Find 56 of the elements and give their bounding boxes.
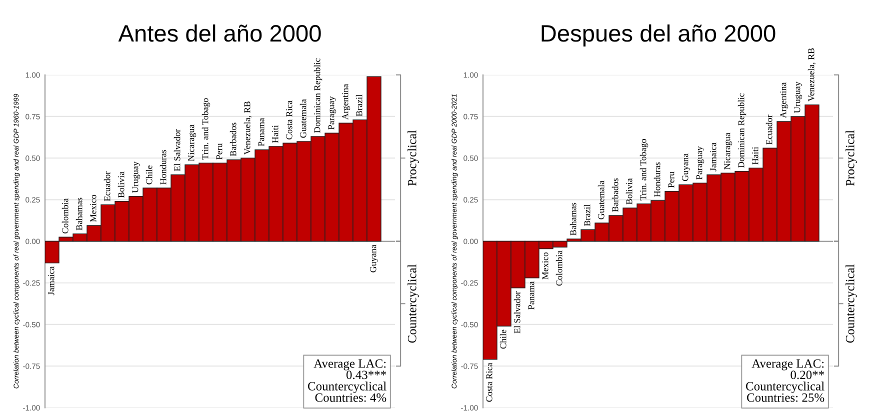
x-tick-label: Paraguay — [696, 146, 704, 180]
x-tick-label: Brazil — [584, 204, 590, 226]
x-tick-label: Argentina — [780, 82, 788, 118]
x-tick-label: Dominican Republic — [738, 93, 746, 168]
chart-title: Despues del año 2000 — [542, 24, 776, 46]
x-tick-label: Haiti — [272, 125, 278, 143]
x-tick-label: Honduras — [654, 162, 660, 197]
x-tick-label: Barbados — [612, 178, 618, 212]
x-tick-label: Costa Rica — [286, 100, 292, 140]
x-tick-label: Barbados — [230, 122, 236, 156]
x-tick-label: Venezuela, RB — [808, 48, 816, 102]
x-tick-label: Guyana — [370, 244, 378, 272]
x-tick-label: Guyana — [682, 153, 690, 182]
x-tick-label: Bolivia — [626, 178, 632, 204]
x-tick-label: Peru — [668, 172, 674, 188]
x-tick-label: Chile — [146, 165, 152, 184]
x-tick-label: Honduras — [160, 150, 166, 184]
x-tick-label: Guatemala — [300, 99, 306, 138]
x-tick-label: Bahamas — [570, 202, 576, 236]
x-tick-label: Paraguay — [328, 96, 336, 130]
x-tick-label: Colombia — [556, 250, 562, 286]
x-tick-label: Mexico — [90, 194, 96, 222]
x-tick-label: Bahamas — [76, 198, 82, 230]
x-tick-label: Panama — [258, 118, 264, 146]
text: Countercyclical — [408, 264, 419, 343]
x-tick-label: Panama — [528, 281, 534, 310]
text: Countercyclical — [846, 264, 857, 343]
x-tick-label: Brazil — [356, 94, 362, 116]
x-tick-label: Haiti — [752, 146, 758, 164]
x-tick-label: Dominican Republic — [314, 58, 322, 133]
x-tick-label: El Salvador — [514, 291, 520, 334]
x-tick-label: Ecuador — [104, 171, 110, 202]
x-tick-label: El Salvador — [174, 129, 180, 172]
x-tick-label: Trin. and Tobago — [202, 98, 210, 160]
x-tick-label: Trin. and Tobago — [640, 139, 648, 200]
x-tick-label: Argentina — [342, 84, 350, 120]
x-tick-label: Jamaica — [710, 142, 716, 172]
x-tick-label: Costa Rica — [486, 362, 492, 402]
x-tick-label: Mexico — [542, 252, 548, 280]
text: Procyclical — [846, 130, 857, 186]
x-tick-label: Venezuela, RB — [244, 102, 252, 155]
x-tick-label: Ecuador — [766, 114, 772, 145]
x-tick-label: Uruguay — [132, 161, 140, 193]
x-tick-label: Nicaragua — [724, 132, 732, 170]
annotation: Average LAC: 0.43*** Countercyclical Countries: 4% — [308, 359, 386, 402]
x-tick-label: Jamaica — [48, 266, 54, 296]
x-tick-label: Uruguay — [794, 82, 802, 113]
x-tick-label: Bolivia — [118, 172, 124, 198]
annotation: Average LAC: 0.20** Countercyclical Countries: 25% — [746, 359, 824, 402]
text: Procyclical — [408, 130, 419, 186]
x-tick-label: Colombia — [62, 198, 68, 234]
x-tick-label: Guatemala — [598, 180, 604, 220]
x-tick-label: Peru — [216, 143, 222, 160]
chart-title: Antes del año 2000 — [118, 24, 321, 42]
x-tick-label: Nicaragua — [188, 124, 196, 162]
x-tick-label: Chile — [500, 330, 506, 349]
